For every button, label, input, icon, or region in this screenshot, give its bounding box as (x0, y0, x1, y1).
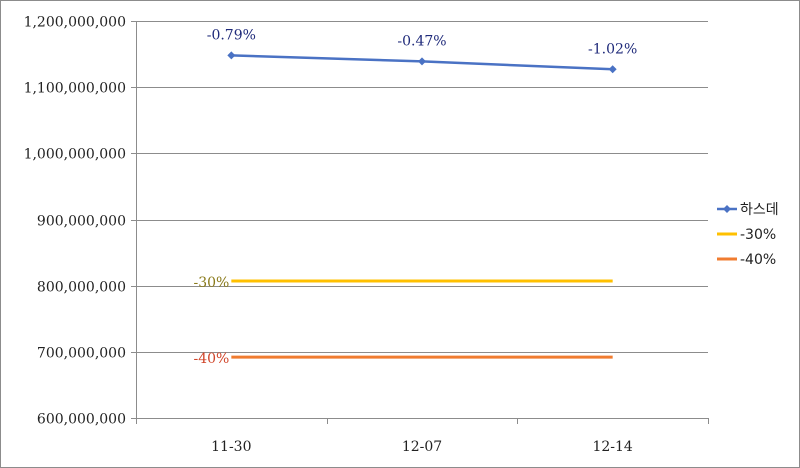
y-tick-label: 800,000,000 (37, 280, 126, 296)
x-tick-label: 11-30 (211, 439, 251, 455)
y-tick-label: 700,000,000 (37, 346, 126, 362)
data-label: -0.79% (207, 27, 256, 43)
x-tick-label: 12-14 (592, 439, 632, 455)
data-label: -0.47% (397, 33, 446, 49)
data-point (418, 57, 426, 66)
data-point (227, 51, 236, 60)
legend-label: -40% (740, 252, 776, 268)
series (227, 51, 617, 359)
y-tick-label: 1,000,000,000 (24, 147, 126, 163)
legend-marker (723, 205, 731, 213)
legend-label: 하스데 (740, 202, 779, 218)
legend: 하스데 -30% -40% (717, 202, 779, 268)
axes: 600,000,000 700,000,000 800,000,000 900,000… (24, 15, 709, 455)
legend-label: -30% (740, 227, 776, 243)
data-labels: -0.79% -0.47% -1.02% -30% -40% (193, 27, 637, 367)
x-tick-label: 12-07 (402, 439, 442, 455)
data-label: -40% (193, 351, 229, 367)
data-label: -1.02% (588, 41, 637, 57)
y-tick-label: 600,000,000 (37, 412, 126, 428)
y-tick-label: 1,200,000,000 (24, 15, 126, 31)
y-tick-label: 900,000,000 (37, 214, 126, 230)
data-point (608, 65, 617, 74)
data-label: -30% (193, 275, 229, 291)
y-tick-label: 1,100,000,000 (24, 81, 126, 97)
